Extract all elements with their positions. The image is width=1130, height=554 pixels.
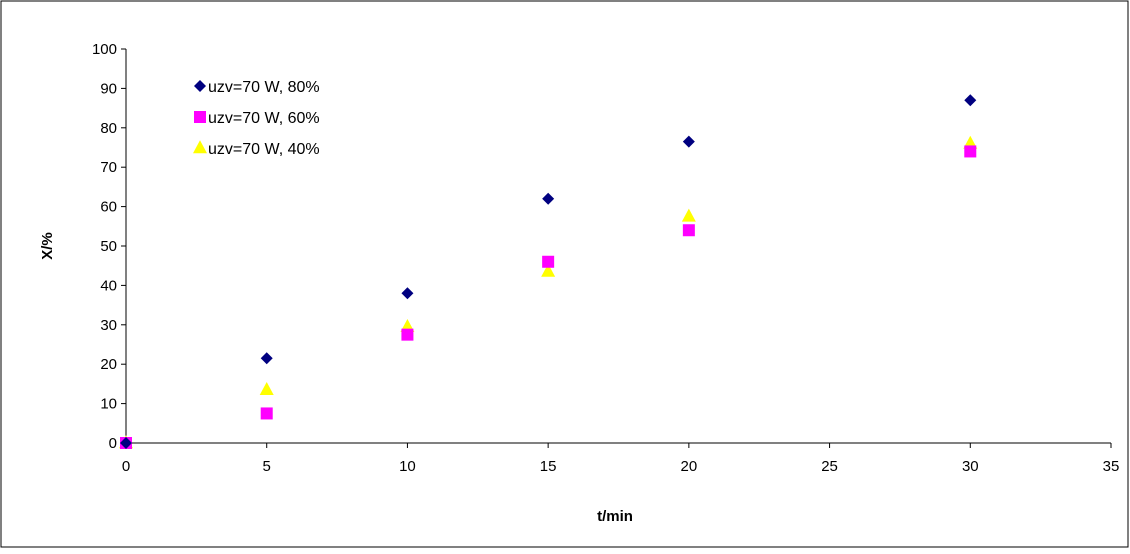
x-tick-label: 10 bbox=[399, 458, 416, 475]
data-point-square bbox=[260, 407, 273, 420]
x-tick-label: 20 bbox=[681, 458, 698, 475]
y-tick-label: 30 bbox=[100, 317, 117, 334]
y-tick-label: 90 bbox=[100, 80, 117, 97]
y-tick-label: 70 bbox=[100, 159, 117, 176]
data-point-square bbox=[682, 224, 695, 237]
data-point-triangle bbox=[681, 208, 696, 222]
data-point-diamond bbox=[401, 287, 414, 300]
legend-marker-triangle bbox=[193, 140, 207, 154]
y-tick-label: 60 bbox=[100, 199, 117, 216]
data-point-diamond bbox=[260, 352, 273, 365]
y-tick-label: 100 bbox=[92, 41, 117, 58]
x-tick-label: 35 bbox=[1103, 458, 1120, 475]
legend-entry-label: uzv=70 W, 60% bbox=[208, 110, 320, 127]
x-tick-label: 30 bbox=[962, 458, 979, 475]
data-point-square bbox=[401, 328, 414, 341]
legend-marker-diamond bbox=[194, 80, 206, 92]
y-axis-label: X/% bbox=[39, 232, 56, 260]
data-point-diamond bbox=[542, 192, 555, 205]
data-point-diamond bbox=[964, 94, 977, 107]
x-axis-label: t/min bbox=[597, 508, 633, 525]
legend-entry-label: uzv=70 W, 40% bbox=[208, 141, 320, 158]
x-tick-label: 15 bbox=[540, 458, 557, 475]
data-point-diamond bbox=[120, 437, 132, 449]
y-tick-label: 50 bbox=[100, 238, 117, 255]
y-tick-label: 20 bbox=[100, 356, 117, 373]
y-tick-label: 0 bbox=[109, 435, 117, 452]
y-tick-label: 10 bbox=[100, 396, 117, 413]
legend-entry-label: uzv=70 W, 80% bbox=[208, 79, 320, 96]
y-tick-label: 80 bbox=[100, 120, 117, 137]
y-tick-label: 40 bbox=[100, 277, 117, 294]
x-tick-label: 25 bbox=[821, 458, 838, 475]
data-point-triangle bbox=[541, 263, 556, 277]
x-tick-label: 5 bbox=[263, 458, 271, 475]
data-point-square bbox=[964, 145, 977, 158]
data-point-diamond bbox=[682, 135, 695, 148]
legend-marker-square bbox=[194, 111, 206, 123]
x-tick-label: 0 bbox=[122, 458, 130, 475]
data-point-triangle bbox=[259, 382, 274, 396]
data-point-square bbox=[542, 255, 555, 268]
